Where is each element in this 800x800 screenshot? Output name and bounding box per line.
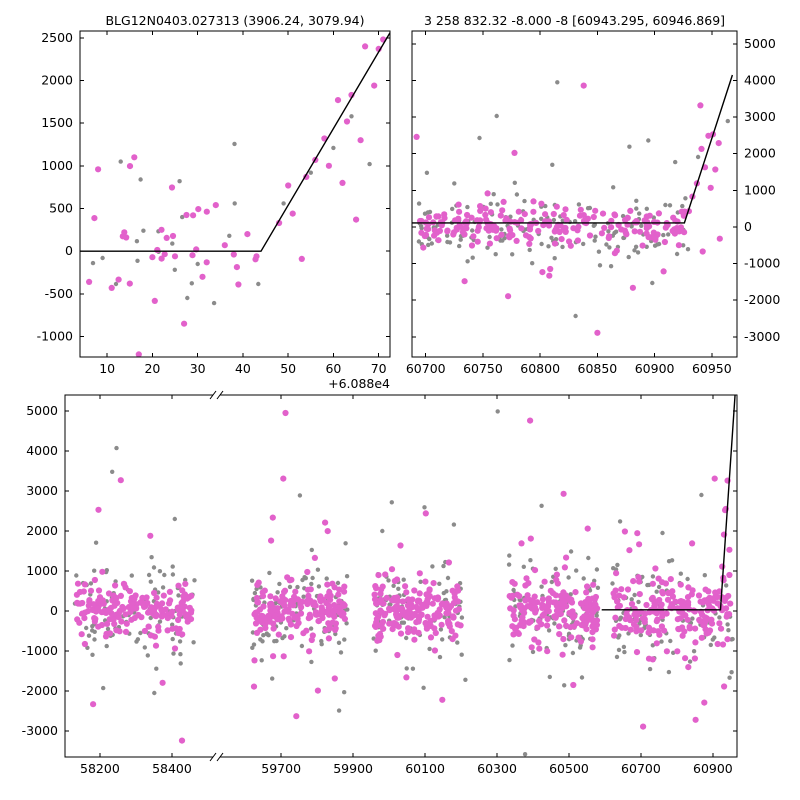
svg-text:2000: 2000 — [26, 523, 58, 538]
svg-text:60100: 60100 — [405, 761, 445, 776]
svg-text:1000: 1000 — [26, 563, 58, 578]
svg-text:60700: 60700 — [621, 761, 661, 776]
svg-text:5000: 5000 — [26, 403, 58, 418]
panel-top-left: 10 20 30 40 50 60 70 2500 2000 1500 1000 500 0 -500 -1… — [37, 30, 391, 391]
svg-text:-1000: -1000 — [37, 329, 73, 344]
svg-text:10: 10 — [99, 361, 115, 376]
svg-text:20: 20 — [144, 361, 160, 376]
svg-text:0: 0 — [50, 603, 58, 618]
svg-text:60850: 60850 — [578, 361, 618, 376]
svg-text:58200: 58200 — [80, 761, 120, 776]
svg-text:-3000: -3000 — [744, 329, 780, 344]
svg-text:60: 60 — [325, 361, 341, 376]
panel-title-top-left: BLG12N0403.027313 (3906.24, 3079.94) — [105, 13, 365, 28]
svg-text:4000: 4000 — [26, 443, 58, 458]
svg-text:60950: 60950 — [692, 361, 732, 376]
svg-text:-2000: -2000 — [744, 292, 780, 307]
svg-text:60300: 60300 — [477, 761, 517, 776]
svg-text:70: 70 — [371, 361, 387, 376]
svg-text:3000: 3000 — [744, 109, 776, 124]
svg-text:60700: 60700 — [406, 361, 446, 376]
svg-text:-500: -500 — [45, 286, 73, 301]
svg-text:1000: 1000 — [41, 158, 73, 173]
svg-text:50: 50 — [280, 361, 296, 376]
svg-text:-2000: -2000 — [22, 683, 58, 698]
svg-text:2500: 2500 — [41, 30, 73, 45]
svg-text:-1000: -1000 — [744, 256, 780, 271]
svg-text:60900: 60900 — [693, 761, 733, 776]
svg-text:5000: 5000 — [744, 36, 776, 51]
svg-text:0: 0 — [65, 243, 73, 258]
svg-text:59700: 59700 — [261, 761, 301, 776]
svg-text:60900: 60900 — [635, 361, 675, 376]
svg-text:1000: 1000 — [744, 182, 776, 197]
svg-text:3000: 3000 — [26, 483, 58, 498]
svg-text:40: 40 — [235, 361, 251, 376]
svg-text:2000: 2000 — [744, 146, 776, 161]
svg-text:60750: 60750 — [463, 361, 503, 376]
svg-text:2000: 2000 — [41, 72, 73, 87]
panel-top-right: 60700 60750 60800 60850 60900 60950 5000 4000 30… — [406, 30, 780, 376]
svg-text:1500: 1500 — [41, 115, 73, 130]
svg-text:0: 0 — [744, 219, 752, 234]
panel-bottom: 58200 58400 59700 59900 60100 60300 60500 60700… — [22, 390, 738, 776]
svg-text:60500: 60500 — [549, 761, 589, 776]
svg-text:59900: 59900 — [333, 761, 373, 776]
svg-text:60800: 60800 — [520, 361, 560, 376]
svg-text:30: 30 — [190, 361, 206, 376]
svg-text:4000: 4000 — [744, 72, 776, 87]
svg-text:58400: 58400 — [152, 761, 192, 776]
svg-text:-3000: -3000 — [22, 723, 58, 738]
svg-text:500: 500 — [49, 201, 73, 216]
svg-text:-1000: -1000 — [22, 643, 58, 658]
panel-title-top-right: 3 258 832.32 -8.000 -8 [60943.295, 60946… — [423, 13, 726, 28]
svg-text:+6.088e4: +6.088e4 — [328, 376, 390, 391]
